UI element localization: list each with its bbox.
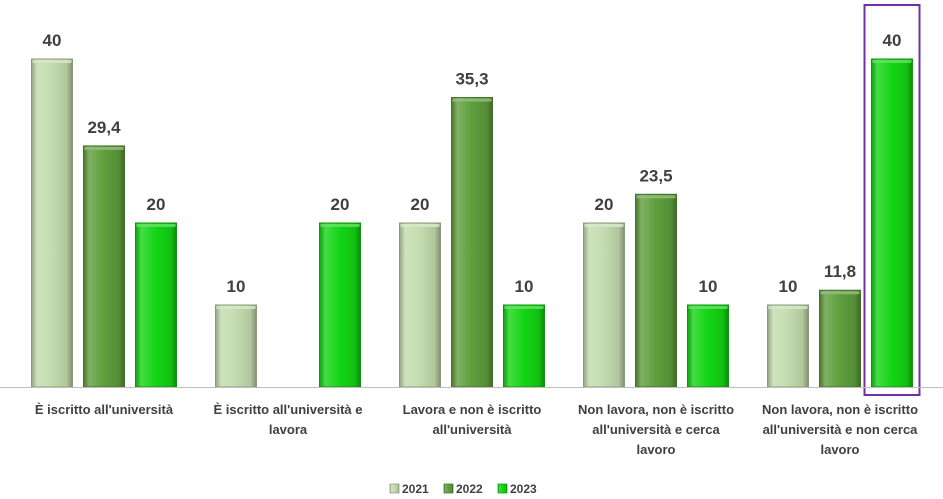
- bar-2023-cat-2: [504, 305, 545, 387]
- category-labels-layer: È iscritto all'università È iscritto all'…: [35, 402, 918, 457]
- bar-bevel-2021-cat-0: [33, 60, 72, 63]
- bar-2022-cat-3: [636, 194, 677, 387]
- value-label-2023-cat-0: 20: [147, 195, 166, 214]
- legend-swatch-2022: [444, 484, 453, 493]
- value-label-2021-cat-1: 10: [227, 277, 246, 296]
- value-label-2023-cat-2: 10: [515, 277, 534, 296]
- category-label-0: È iscritto all'università: [35, 402, 174, 417]
- value-label-2023-cat-3: 10: [699, 277, 718, 296]
- bar-bevel-2021-cat-1: [217, 306, 256, 309]
- category-label-3: Non lavora, non è iscrittoall'università…: [578, 402, 734, 457]
- bar-bevel-2023-cat-4: [873, 60, 912, 63]
- value-label-2023-cat-4: 40: [883, 31, 902, 50]
- bar-bevel-2022-cat-2: [453, 99, 492, 102]
- bar-bevel-2023-cat-1: [321, 224, 360, 227]
- bar-2021-cat-1: [216, 305, 257, 387]
- bar-2023-cat-0: [136, 223, 177, 387]
- legend-swatch-2021: [390, 484, 399, 493]
- value-label-2021-cat-2: 20: [411, 195, 430, 214]
- bar-bevel-2021-cat-4: [769, 306, 808, 309]
- value-label-2022-cat-4: 11,8: [824, 262, 856, 281]
- value-label-2023-cat-1: 20: [331, 195, 350, 214]
- value-label-2021-cat-3: 20: [595, 195, 614, 214]
- bar-bevel-2022-cat-4: [821, 291, 860, 294]
- bar-2022-cat-4: [820, 290, 861, 387]
- bar-bevel-2023-cat-2: [505, 306, 544, 309]
- category-label-2: Lavora e non è iscrittoall'università: [403, 402, 542, 437]
- category-label-1: È iscritto all'università elavora: [213, 402, 362, 437]
- value-label-2022-cat-2: 35,3: [455, 70, 488, 89]
- bar-bevel-2022-cat-3: [637, 195, 676, 198]
- bar-2021-cat-3: [584, 223, 625, 387]
- category-label-4: Non lavora, non è iscrittoall'università…: [762, 402, 918, 457]
- bar-2021-cat-0: [32, 59, 73, 387]
- value-label-2022-cat-0: 29,4: [87, 118, 121, 137]
- legend-label-2022: 2022: [456, 482, 483, 496]
- legend-label-2021: 2021: [402, 482, 429, 496]
- bar-bevel-2023-cat-0: [137, 224, 176, 227]
- legend-swatch-2023: [498, 484, 507, 493]
- value-label-2022-cat-3: 23,5: [639, 166, 672, 185]
- bar-2023-cat-4: [872, 59, 913, 387]
- bar-bevel-2023-cat-3: [689, 306, 728, 309]
- bar-2022-cat-0: [84, 146, 125, 387]
- legend: 2021 2022 2023: [390, 482, 537, 496]
- bar-2021-cat-2: [400, 223, 441, 387]
- bar-bevel-2021-cat-2: [401, 224, 440, 227]
- bar-2023-cat-3: [688, 305, 729, 387]
- bar-2021-cat-4: [768, 305, 809, 387]
- bar-bevel-2021-cat-3: [585, 224, 624, 227]
- legend-label-2023: 2023: [510, 482, 537, 496]
- value-label-2021-cat-4: 10: [779, 277, 798, 296]
- bar-bevel-2022-cat-0: [85, 147, 124, 150]
- bar-2022-cat-2: [452, 98, 493, 387]
- value-label-2021-cat-0: 40: [43, 31, 62, 50]
- bar-2023-cat-1: [320, 223, 361, 387]
